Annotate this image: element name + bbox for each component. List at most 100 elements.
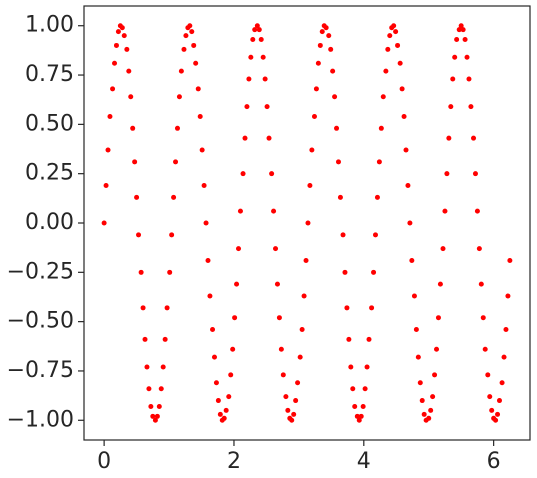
point: [332, 94, 338, 100]
point: [409, 257, 415, 263]
point: [493, 417, 499, 423]
point: [297, 354, 303, 360]
point: [193, 60, 199, 66]
point: [360, 403, 366, 409]
point: [432, 372, 438, 378]
point: [415, 354, 421, 360]
point: [199, 147, 205, 153]
point: [169, 232, 175, 238]
point: [110, 86, 116, 92]
point: [160, 364, 166, 370]
point: [303, 257, 309, 263]
point: [435, 315, 441, 321]
x-tick-label: 6: [487, 449, 501, 474]
point: [215, 398, 221, 404]
point: [103, 183, 109, 189]
point: [405, 183, 411, 189]
point: [346, 336, 352, 342]
point: [317, 42, 323, 48]
point: [393, 29, 399, 35]
point: [183, 33, 189, 39]
y-tick-label: −1.00: [7, 407, 74, 432]
point: [132, 159, 138, 165]
point: [437, 281, 443, 287]
point: [291, 411, 297, 417]
x-tick-label: 0: [97, 449, 111, 474]
point: [189, 29, 195, 35]
point: [195, 86, 201, 92]
point: [507, 257, 513, 263]
point: [452, 54, 458, 60]
point: [152, 417, 158, 423]
point: [456, 27, 462, 33]
point: [115, 29, 121, 35]
point: [197, 113, 203, 119]
point: [105, 147, 111, 153]
point: [487, 394, 493, 400]
point: [501, 354, 507, 360]
point: [354, 413, 360, 419]
point: [217, 411, 223, 417]
point: [426, 415, 432, 421]
point: [476, 246, 482, 252]
point: [434, 346, 440, 352]
point: [496, 398, 502, 404]
point: [154, 413, 160, 419]
point: [138, 269, 144, 275]
point: [448, 104, 454, 110]
y-tick-label: −0.25: [7, 259, 74, 284]
point: [164, 305, 170, 311]
point: [352, 403, 358, 409]
point: [280, 372, 286, 378]
point: [273, 246, 279, 252]
point: [171, 194, 177, 200]
point: [203, 220, 209, 226]
point: [167, 269, 173, 275]
point: [454, 37, 460, 43]
point: [223, 407, 229, 413]
point: [309, 147, 315, 153]
point: [266, 135, 272, 141]
x-tick-label: 4: [357, 449, 371, 474]
point: [328, 46, 334, 52]
point: [293, 398, 299, 404]
point: [460, 27, 466, 33]
point: [252, 27, 258, 33]
point: [428, 407, 434, 413]
point: [262, 76, 268, 82]
point: [246, 76, 252, 82]
point: [364, 364, 370, 370]
point: [150, 413, 156, 419]
point: [107, 113, 113, 119]
point: [482, 346, 488, 352]
point: [440, 246, 446, 252]
point: [101, 220, 107, 226]
point: [395, 42, 401, 48]
point: [156, 403, 162, 409]
point: [397, 60, 403, 66]
point: [283, 394, 289, 400]
point: [254, 23, 260, 29]
point: [244, 104, 250, 110]
point: [371, 269, 377, 275]
point: [112, 60, 118, 66]
point: [228, 372, 234, 378]
point: [403, 147, 409, 153]
point: [471, 135, 477, 141]
point: [271, 208, 277, 214]
point: [376, 159, 382, 165]
point: [407, 220, 413, 226]
point: [144, 364, 150, 370]
point: [295, 380, 301, 386]
point: [140, 305, 146, 311]
point: [334, 125, 340, 131]
point: [207, 293, 213, 299]
point: [242, 135, 248, 141]
point: [458, 23, 464, 29]
point: [278, 346, 284, 352]
point: [201, 183, 207, 189]
point: [495, 411, 501, 417]
point: [468, 104, 474, 110]
point: [260, 54, 266, 60]
